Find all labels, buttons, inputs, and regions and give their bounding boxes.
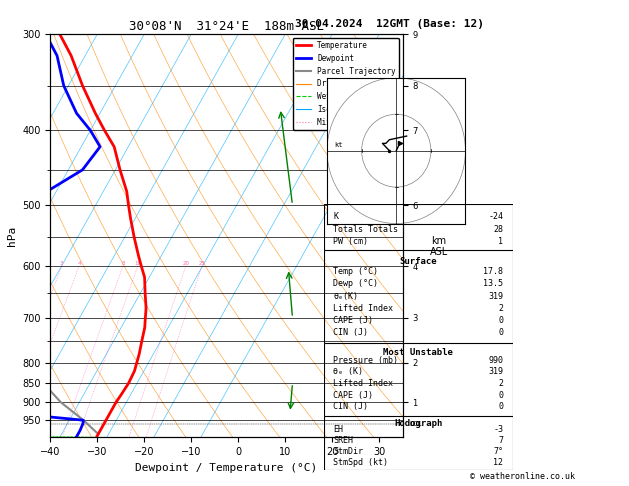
Text: 319: 319	[488, 292, 503, 300]
Text: LCL: LCL	[410, 421, 422, 427]
Text: 2: 2	[498, 304, 503, 313]
Y-axis label: hPa: hPa	[6, 226, 16, 246]
Text: StmSpd (kt): StmSpd (kt)	[333, 458, 388, 468]
Text: 319: 319	[488, 367, 503, 377]
Y-axis label: km
ASL: km ASL	[430, 236, 448, 257]
Text: 0: 0	[498, 402, 503, 412]
Text: 7°: 7°	[493, 448, 503, 456]
Text: Lifted Index: Lifted Index	[333, 304, 393, 313]
Text: Totals Totals: Totals Totals	[333, 225, 398, 234]
Text: 10: 10	[134, 261, 141, 266]
Text: 28: 28	[493, 225, 503, 234]
Text: 1: 1	[498, 237, 503, 246]
Text: Most Unstable: Most Unstable	[383, 348, 454, 357]
Text: 3: 3	[60, 261, 64, 266]
Text: CIN (J): CIN (J)	[333, 329, 369, 337]
Text: 0: 0	[498, 316, 503, 325]
Title: 30°08'N  31°24'E  188m ASL: 30°08'N 31°24'E 188m ASL	[129, 20, 324, 33]
Text: Hodograph: Hodograph	[394, 419, 442, 428]
Text: 0: 0	[498, 391, 503, 400]
Text: Dewp (°C): Dewp (°C)	[333, 279, 379, 288]
Text: © weatheronline.co.uk: © weatheronline.co.uk	[470, 472, 574, 481]
Text: 13.5: 13.5	[483, 279, 503, 288]
Legend: Temperature, Dewpoint, Parcel Trajectory, Dry Adiabat, Wet Adiabat, Isotherm, Mi: Temperature, Dewpoint, Parcel Trajectory…	[293, 38, 399, 130]
Text: 8: 8	[121, 261, 125, 266]
Text: 30.04.2024  12GMT (Base: 12): 30.04.2024 12GMT (Base: 12)	[296, 19, 484, 30]
Text: 17.8: 17.8	[483, 267, 503, 276]
Text: 990: 990	[488, 356, 503, 365]
Text: 2: 2	[498, 379, 503, 388]
Text: CIN (J): CIN (J)	[333, 402, 369, 412]
Text: SREH: SREH	[333, 436, 353, 445]
Text: -3: -3	[493, 425, 503, 434]
Text: Pressure (mb): Pressure (mb)	[333, 356, 398, 365]
Text: 4: 4	[77, 261, 81, 266]
Text: Surface: Surface	[399, 257, 437, 266]
Text: CAPE (J): CAPE (J)	[333, 316, 374, 325]
Text: 0: 0	[498, 329, 503, 337]
Text: Temp (°C): Temp (°C)	[333, 267, 379, 276]
X-axis label: Dewpoint / Temperature (°C): Dewpoint / Temperature (°C)	[135, 463, 318, 473]
Text: 20: 20	[182, 261, 189, 266]
Text: -24: -24	[488, 212, 503, 222]
Text: θₑ (K): θₑ (K)	[333, 367, 364, 377]
Text: kt: kt	[334, 142, 343, 148]
Text: PW (cm): PW (cm)	[333, 237, 369, 246]
Text: K: K	[333, 212, 338, 222]
Text: 7: 7	[498, 436, 503, 445]
Text: 25: 25	[198, 261, 205, 266]
Text: 12: 12	[493, 458, 503, 468]
Text: Lifted Index: Lifted Index	[333, 379, 393, 388]
Text: CAPE (J): CAPE (J)	[333, 391, 374, 400]
Text: EH: EH	[333, 425, 343, 434]
Text: θₑ(K): θₑ(K)	[333, 292, 359, 300]
Text: StmDir: StmDir	[333, 448, 364, 456]
